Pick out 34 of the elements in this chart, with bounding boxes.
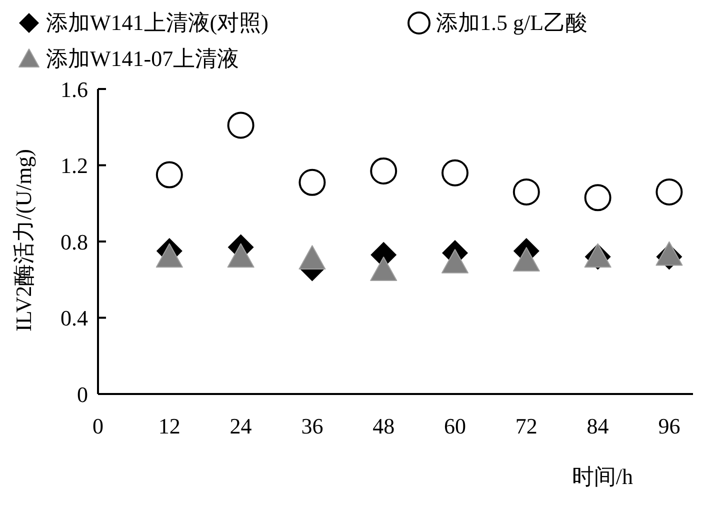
x-tick-label: 96	[658, 414, 680, 439]
point	[442, 159, 468, 186]
point	[370, 157, 398, 184]
x-tick-label: 60	[444, 414, 466, 439]
x-tick-label: 24	[230, 414, 252, 439]
y-tick-label: 0	[77, 382, 88, 407]
point	[156, 161, 183, 188]
point	[512, 178, 540, 206]
x-tick-label: 48	[372, 414, 395, 439]
point	[512, 247, 540, 272]
y-tick-label: 1.6	[60, 76, 88, 102]
x-tick-label: 12	[158, 414, 180, 439]
point	[370, 256, 398, 281]
legend-label: 添加1.5 g/L乙酸	[436, 9, 588, 37]
y-tick-label: 1.2	[60, 153, 88, 178]
x-tick-label: 72	[515, 414, 538, 439]
y-tick-label: 0.8	[60, 229, 88, 254]
point	[584, 184, 612, 212]
x-tick-label: 36	[301, 414, 324, 439]
point	[227, 243, 254, 268]
point	[656, 241, 683, 266]
x-tick-label: 0	[92, 414, 104, 439]
x-axis-title: 时间/h	[572, 464, 633, 489]
point	[656, 178, 683, 206]
point	[298, 245, 326, 270]
y-axis-title: ILV2酶活力/(U/mg)	[10, 148, 36, 332]
legend-label: 添加W141上清液(对照)	[46, 9, 268, 37]
point	[156, 243, 183, 268]
y-tick-label: 0.4	[60, 306, 88, 331]
point	[442, 248, 468, 274]
x-tick-label: 84	[586, 414, 609, 439]
legend-label: 添加W141-07上清液	[46, 45, 240, 73]
point	[298, 168, 326, 196]
point	[227, 112, 254, 139]
